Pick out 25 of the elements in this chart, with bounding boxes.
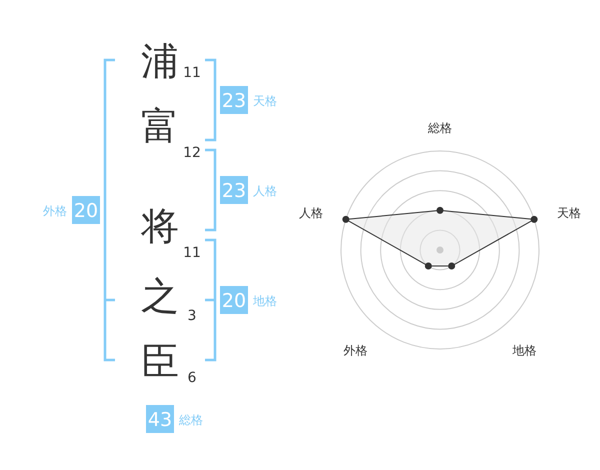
text: 23 [222, 90, 246, 112]
category-label: 臣 [141, 339, 179, 383]
data-label: 11 [183, 245, 201, 261]
text: 人格 [253, 184, 277, 198]
spoke-label: 人格 [299, 206, 324, 220]
text: 外格 [43, 204, 67, 218]
text: 43 [148, 409, 172, 431]
data-label: 12 [183, 145, 201, 161]
data-label: 6 [188, 370, 197, 386]
text: 地格 [252, 294, 277, 308]
data-label: 3 [188, 308, 196, 324]
text: 20 [74, 200, 98, 222]
category-label: 之 [141, 274, 179, 318]
text: 天格 [253, 94, 277, 108]
spoke-label: 天格 [556, 206, 581, 220]
category-label: 富 [141, 104, 179, 148]
text: 総格 [178, 413, 203, 427]
data-label: 11 [183, 65, 201, 81]
text: 23 [222, 180, 246, 202]
spoke-label: 地格 [511, 344, 536, 358]
spoke-label: 総格 [427, 121, 452, 135]
spoke-label: 外格 [344, 344, 368, 358]
category-label: 浦 [141, 39, 179, 83]
text: 20 [222, 290, 246, 312]
category-label: 将 [140, 204, 179, 248]
